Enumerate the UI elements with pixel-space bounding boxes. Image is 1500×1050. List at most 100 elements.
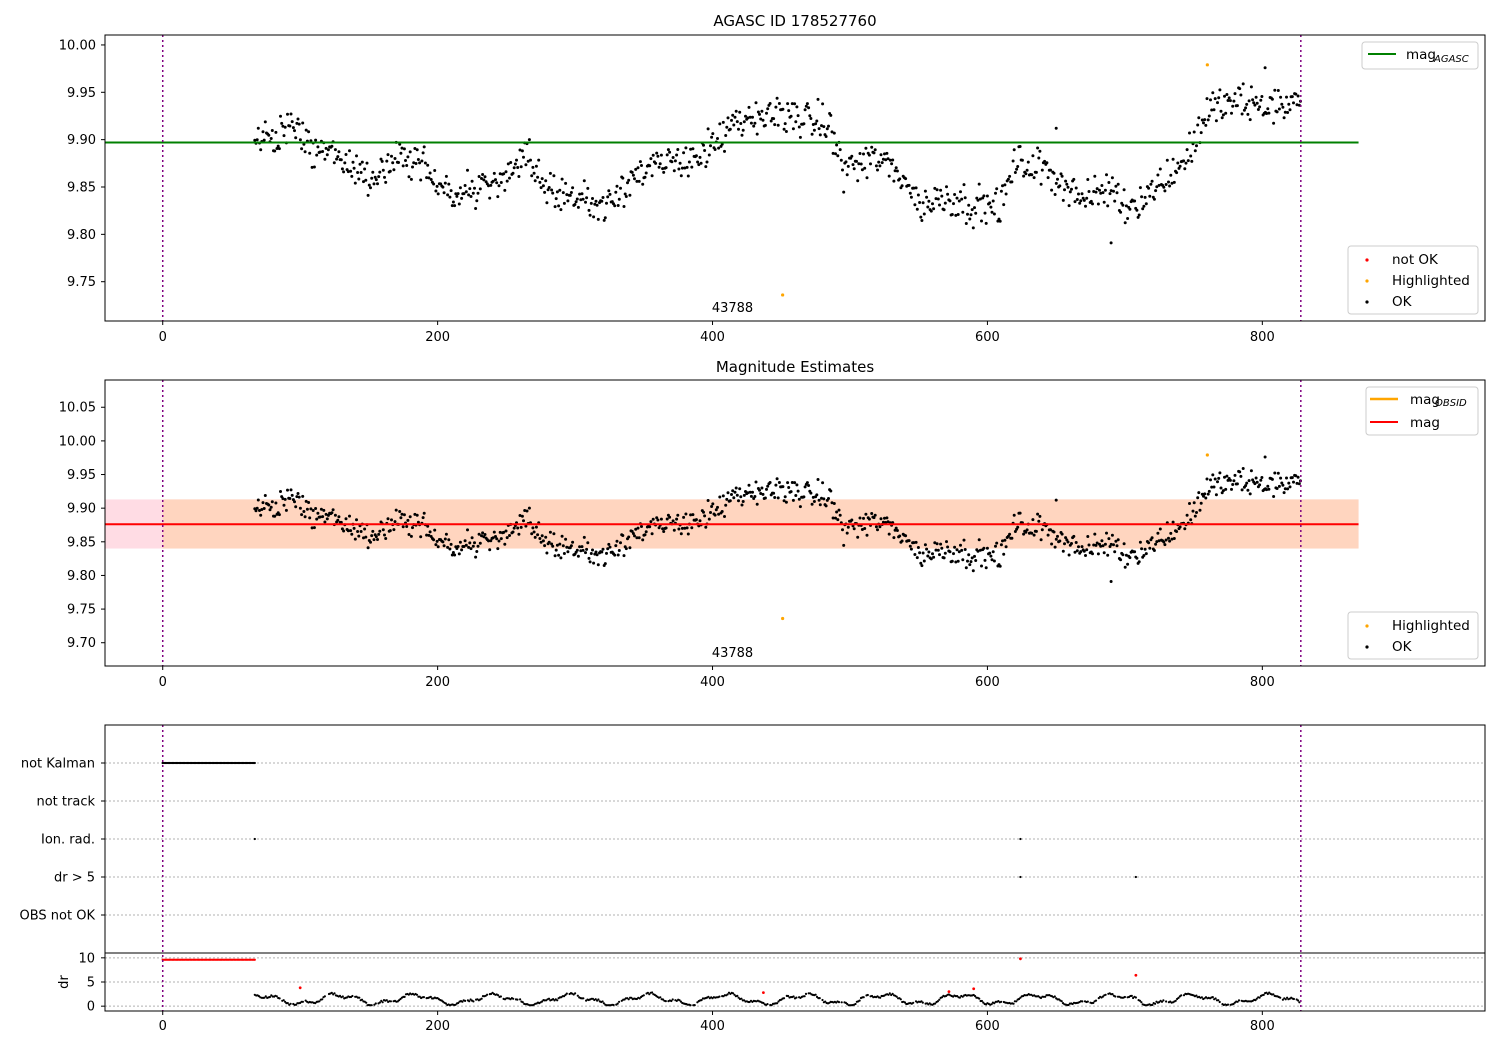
panel1-point-ok: [545, 201, 549, 205]
panel2-point-ok: [290, 493, 294, 497]
panel1-point-ok: [453, 204, 457, 208]
panel2-point-ok: [725, 497, 729, 501]
panel2-point-ok: [794, 494, 798, 497]
dr-ylabel: dr: [57, 975, 72, 989]
panel1-point-ok: [728, 127, 732, 131]
panel1-point-ok: [1240, 112, 1244, 116]
panel2-point-ok: [686, 532, 690, 536]
panel2-ytick-label: 9.85: [67, 535, 96, 550]
panel2-point-ok: [970, 556, 974, 560]
panel1-point-ok: [1244, 106, 1248, 110]
panel2-point-ok: [581, 548, 585, 552]
dr-point: [912, 1001, 915, 1004]
panel1-point-ok: [391, 161, 395, 165]
panel1-point-ok: [519, 165, 523, 169]
panel2-point-ok: [860, 528, 864, 531]
panel1-point-ok: [619, 186, 622, 190]
dr-point: [389, 1000, 392, 1003]
panel2-point-ok: [1258, 483, 1262, 487]
panel1-point-ok: [698, 155, 702, 159]
panel1-point-ok: [411, 165, 414, 169]
panel1-point-ok: [1263, 66, 1267, 70]
dr-point: [1111, 993, 1114, 996]
panel2-point-ok: [1077, 545, 1080, 549]
panel1-point-ok: [635, 179, 639, 183]
panel2-point-ok: [1073, 550, 1077, 554]
panel2-point-ok: [1290, 476, 1294, 480]
panel1-point-ok: [1141, 207, 1145, 211]
dr-point: [385, 999, 388, 1002]
panel1-point-ok: [1235, 104, 1239, 108]
panel1-point-ok: [1165, 158, 1169, 162]
panel1-point-ok: [891, 158, 895, 162]
dr-point: [648, 993, 651, 996]
panel1-point-ok: [706, 127, 710, 131]
panel2-point-ok: [1050, 542, 1054, 546]
panel2-point-ok: [447, 538, 451, 542]
panel1-point-ok: [744, 114, 747, 118]
panel2-point-ok: [1038, 514, 1042, 518]
panel1-point-ok: [921, 201, 925, 205]
panel1-point-ok: [1126, 217, 1130, 220]
panel1-point-ok: [579, 198, 583, 202]
dr-ytick-label: 5: [87, 976, 95, 991]
panel1-point-ok: [916, 193, 920, 197]
panel1-point-ok: [1050, 188, 1054, 192]
panel1-point-ok: [378, 170, 382, 174]
dr-point: [732, 992, 735, 995]
dr-point: [547, 997, 551, 1000]
panel1-point-ok: [964, 222, 968, 225]
panel1-point-ok: [1164, 183, 1168, 186]
panel1-point-ok: [489, 183, 493, 187]
dr-point: [370, 1004, 373, 1007]
dr-point: [333, 992, 336, 995]
panel2-point-highlighted: [781, 616, 785, 621]
panel1-point-ok: [592, 215, 596, 219]
panel1-point-ok: [463, 184, 467, 187]
panel2-point-ok: [432, 538, 436, 542]
panel1-point-ok: [1135, 208, 1139, 212]
panel2-point-ok: [1024, 530, 1028, 534]
dr-point: [521, 1001, 524, 1004]
panel1-point-ok: [834, 152, 837, 156]
dr-point: [1266, 992, 1269, 996]
panel1-point-ok: [270, 129, 274, 132]
panel1-point-ok: [855, 159, 858, 163]
panel1-point-ok: [684, 146, 688, 150]
panel2-point-ok: [795, 483, 799, 487]
flag-point: [1019, 875, 1022, 879]
panel2-point-ok: [1102, 551, 1106, 555]
dr-point: [1130, 994, 1133, 998]
panel1-point-ok: [608, 192, 612, 196]
panel1-point-ok: [455, 194, 459, 198]
panel2-point-ok: [711, 502, 715, 506]
panel1-point-ok: [565, 193, 569, 197]
panel2-point-ok: [259, 513, 263, 517]
panel2-ytick-label: 9.90: [67, 502, 96, 517]
panel2-point-ok: [579, 549, 583, 553]
flag-label: not track: [36, 795, 95, 810]
panel1-point-ok: [444, 174, 448, 178]
panel1-point-ok: [377, 175, 381, 179]
panel2-point-ok: [283, 497, 287, 501]
panel2-point-ok: [260, 508, 264, 511]
panel2-point-ok: [268, 508, 272, 512]
panel1-point-ok: [1054, 126, 1058, 130]
panel1-point-ok: [1186, 159, 1190, 163]
panel2-point-ok: [968, 563, 972, 567]
panel2-point-ok: [370, 534, 374, 538]
dr-point: [982, 1001, 985, 1004]
panel2-point-ok: [527, 506, 531, 510]
panel1-point-ok: [985, 194, 989, 198]
panel2-point-ok: [605, 551, 608, 555]
dr-point: [552, 998, 555, 1001]
panel2-point-ok: [925, 547, 929, 551]
panel2-point-ok: [749, 494, 753, 498]
panel2-point-ok: [1142, 554, 1146, 557]
panel1-point-ok: [672, 169, 676, 173]
panel2-point-ok: [741, 500, 745, 503]
panel2-point-ok: [585, 547, 589, 551]
panel1-point-ok: [587, 208, 591, 212]
panel1-point-ok: [466, 168, 469, 172]
panel1-point-ok: [536, 175, 540, 179]
